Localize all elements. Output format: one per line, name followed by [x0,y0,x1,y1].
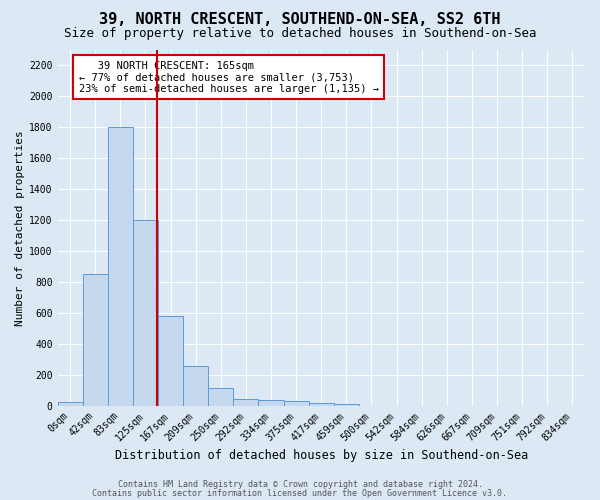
Bar [158,316,183,406]
Bar [133,220,158,406]
Text: Contains public sector information licensed under the Open Government Licence v3: Contains public sector information licen… [92,488,508,498]
Bar [208,388,233,406]
X-axis label: Distribution of detached houses by size in Southend-on-Sea: Distribution of detached houses by size … [115,450,528,462]
Bar [108,128,133,406]
Bar [334,404,359,406]
Bar [309,403,334,406]
Bar [284,401,309,406]
Text: 39 NORTH CRESCENT: 165sqm
← 77% of detached houses are smaller (3,753)
23% of se: 39 NORTH CRESCENT: 165sqm ← 77% of detac… [79,60,379,94]
Bar [83,274,108,406]
Bar [58,402,83,406]
Bar [259,400,284,406]
Bar [183,366,208,406]
Text: 39, NORTH CRESCENT, SOUTHEND-ON-SEA, SS2 6TH: 39, NORTH CRESCENT, SOUTHEND-ON-SEA, SS2… [99,12,501,28]
Bar [233,398,259,406]
Text: Contains HM Land Registry data © Crown copyright and database right 2024.: Contains HM Land Registry data © Crown c… [118,480,482,489]
Y-axis label: Number of detached properties: Number of detached properties [15,130,25,326]
Text: Size of property relative to detached houses in Southend-on-Sea: Size of property relative to detached ho… [64,28,536,40]
